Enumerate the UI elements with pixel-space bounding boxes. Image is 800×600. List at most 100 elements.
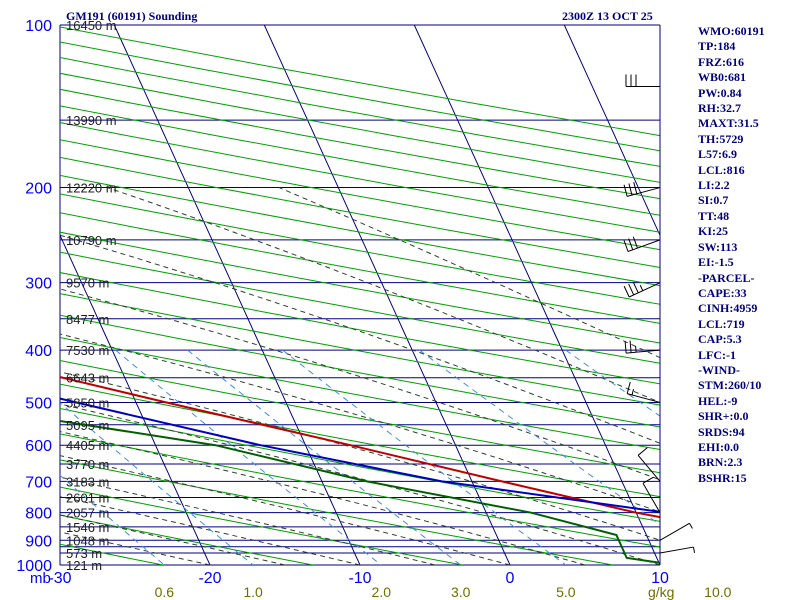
stat-line: LCL:816 [698,162,745,177]
wind-barb-flag [632,236,638,249]
stat-line: LFC:-1 [698,347,736,362]
stat-line: BSHR:15 [698,470,747,485]
wind-barb-flag [626,381,631,394]
mixing-ratio-line [282,349,567,565]
height-label: 3183 m [66,474,109,489]
pressure-tick-label: 600 [25,438,52,455]
sounding-datetime: 2300Z 13 OCT 25 [562,9,653,23]
stat-line: -WIND- [698,362,740,377]
wind-barb-half [635,346,637,353]
stat-line: CINH:4959 [698,301,758,316]
height-label: 5850 m [66,395,109,410]
moist-adiabat-line [107,187,660,403]
dry-adiabat-line [60,383,660,498]
stat-line: LCL:719 [698,316,745,331]
pressure-tick-label: 300 [25,276,52,293]
mixing-ratio-line [565,349,660,417]
pressure-tick-label: 400 [25,343,52,360]
wind-barb-shaft [627,393,661,403]
temperature-tick-label: 10 [651,570,669,587]
wind-barb-shaft [627,239,661,252]
wind-barb-flag [628,238,634,250]
stat-line: CAP:5.3 [698,332,742,347]
dry-adiabats [0,25,660,565]
wind-barbs [623,25,696,565]
dry-adiabat-line [60,41,660,152]
height-label: 121 m [66,558,102,573]
mixing-ratio-label: 5.0 [556,584,576,600]
height-label: 573 m [66,546,102,561]
moist-adiabat-line [60,431,586,565]
height-label: 4405 m [66,438,109,453]
dry-adiabat-line [60,251,660,364]
dewpoint-profile [60,419,660,564]
dry-adiabat-line [60,337,660,451]
dry-adiabat-line [60,407,660,522]
wind-barb-flag [628,283,635,296]
dry-adiabat-line [60,193,660,305]
height-label: 2601 m [66,491,109,506]
height-label: 16450 m [66,18,117,33]
wind-barb-shaft [626,349,661,354]
wind-barb-flag [628,183,633,196]
mixing-ratio-line [60,402,254,565]
dry-adiabat-line [60,231,660,344]
mixing-ratio-line [187,349,462,565]
temperature-tick-label: -20 [198,570,221,587]
dry-adiabat-line [60,174,660,287]
mixing-ratio-lines [60,349,660,565]
wind-barb-half [631,389,635,396]
isotherm-lines [60,25,660,565]
mixing-ratio-line [115,349,382,565]
wind-barb-shaft [628,282,661,298]
dry-adiabat-line [60,459,613,565]
wind-barb-half [689,523,693,529]
stat-line: MAXT:31.5 [698,116,759,131]
pressure-tick-label: 800 [25,506,52,523]
dry-adiabat-line [60,314,660,428]
stat-line: SHR+:0.0 [698,409,749,424]
dry-adiabat-line [60,514,313,565]
mixing-ratio-label: 2.0 [372,584,392,600]
pressure-tick-label: 500 [25,395,52,412]
moist-adiabat-line [60,514,286,565]
stat-line: WMO:60191 [698,24,765,38]
pressure-tick-label: 1000 [16,558,52,575]
moist-adiabat-line [60,371,660,541]
wind-barb-flag [624,341,627,354]
temperature-tick-label: -10 [348,570,371,587]
dry-adiabat-line [60,122,660,233]
moist-adiabat-line [60,403,660,565]
dry-adiabat-line [60,105,660,216]
stat-line: BRN:2.3 [698,455,743,470]
pressure-tick-label: 700 [25,474,52,491]
stat-line: STM:260/10 [698,378,762,393]
dry-adiabat-line [60,272,660,385]
height-label: 3770 m [66,457,109,472]
dry-adiabat-line [60,212,660,324]
wind-barb-shaft [659,522,690,541]
pressure-tick-label: 200 [25,181,52,198]
mixing-ratio-line [419,349,660,526]
stat-line: FRZ:616 [698,54,744,69]
stat-line: SRDS:94 [698,424,745,439]
stat-line: TH:5729 [698,131,744,146]
mixing-ratio-unit-label: g/kg [648,584,674,600]
wind-barb-shaft [627,187,661,197]
dry-adiabat-line [0,25,13,565]
wind-barb-half [692,546,696,554]
mixing-ratio-label: 3.0 [451,584,471,600]
wind-barb-half [639,285,644,291]
pressure-tick-label: 100 [25,18,52,35]
wind-barb-shaft [637,454,661,482]
stats-panel: WMO:60191 TP:184 FRZ:616 WB0:681 PW:0.84 RH:3… [698,24,798,486]
parcel-profile [60,397,660,513]
dry-adiabat-line [60,293,660,406]
moist-adiabat-line [60,288,660,481]
temperature-tick-label: -30 [48,570,71,587]
wind-barb-flag [623,184,628,197]
wind-barb-flag [637,447,648,456]
dry-adiabat-line [60,359,660,474]
